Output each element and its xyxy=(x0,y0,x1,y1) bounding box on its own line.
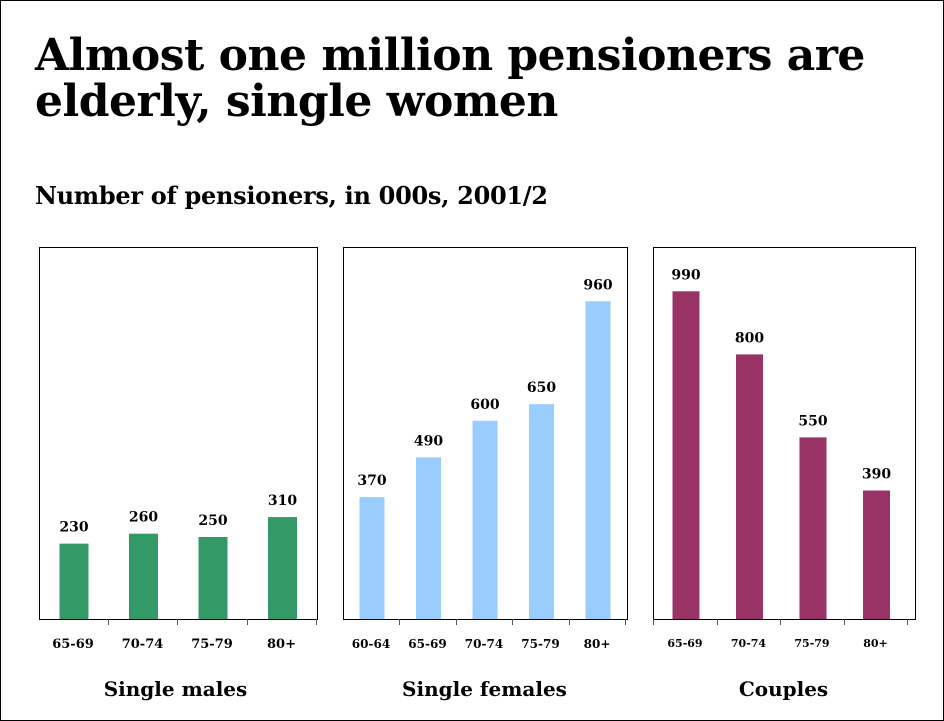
group-label-single-males: Single males xyxy=(103,677,248,701)
data-label-single-females-75-79: 650 xyxy=(527,380,556,396)
chart-svg-single-females: 370 490 600 650 960 xyxy=(357,277,613,620)
axis-tick xyxy=(653,619,655,625)
tick-label-single-females-75-79: 75-79 xyxy=(521,637,560,651)
bar-single-males-75-79 xyxy=(198,537,228,620)
bar-single-males-70-74 xyxy=(129,533,158,620)
slide-subtitle: Number of pensioners, in 000s, 2001/2 xyxy=(35,181,548,210)
axis-baseline-couples xyxy=(653,619,916,620)
tick-label-single-females-80+: 80+ xyxy=(583,637,611,651)
axis-tick xyxy=(568,619,570,625)
chart-panel-single-females: 370 490 600 650 960 xyxy=(343,247,628,620)
axis-tick xyxy=(455,619,457,625)
axis-tick xyxy=(399,619,401,625)
chart-svg-couples: 990 800 550 390 xyxy=(671,267,891,620)
tick-label-single-males-70-74: 70-74 xyxy=(121,637,164,652)
data-label-single-males-75-79: 250 xyxy=(198,513,227,529)
axis-tick xyxy=(716,619,718,625)
tick-label-single-males-65-69: 65-69 xyxy=(52,637,94,652)
bar-single-females-65-69 xyxy=(416,457,441,620)
bar-couples-75-79 xyxy=(799,437,827,620)
axis-tick xyxy=(512,619,514,625)
axis-tick xyxy=(843,619,845,625)
data-label-single-females-65-69: 490 xyxy=(414,433,443,449)
axis-baseline-single-males xyxy=(39,619,318,620)
axis-tick xyxy=(780,619,782,625)
axis-baseline-single-females xyxy=(343,619,628,620)
axis-tick xyxy=(316,619,318,625)
tick-label-single-females-70-74: 70-74 xyxy=(464,637,504,651)
data-label-single-females-60-64: 370 xyxy=(357,473,386,489)
tick-label-couples-65-69: 65-69 xyxy=(667,637,703,650)
data-label-couples-80+: 390 xyxy=(862,467,891,483)
bar-couples-65-69 xyxy=(672,291,700,620)
tick-label-single-males-80+: 80+ xyxy=(267,637,296,652)
chart-panel-single-males: 230 260 250 310 xyxy=(39,247,318,620)
bar-couples-80+ xyxy=(863,490,890,620)
data-label-single-females-80+: 960 xyxy=(583,277,612,293)
chart-svg-single-males: 230 260 250 310 xyxy=(59,493,297,620)
data-label-single-males-80+: 310 xyxy=(268,493,297,509)
tick-label-couples-70-74: 70-74 xyxy=(730,637,767,650)
data-label-single-females-70-74: 600 xyxy=(470,397,499,413)
tick-label-single-females-65-69: 65-69 xyxy=(408,637,447,651)
tick-label-single-females-60-64: 60-64 xyxy=(351,637,391,651)
data-label-single-males-70-74: 260 xyxy=(129,510,158,526)
axis-tick xyxy=(246,619,248,625)
data-label-couples-75-79: 550 xyxy=(798,413,827,429)
tick-label-single-males-75-79: 75-79 xyxy=(191,637,233,652)
chart-panel-couples: 990 800 550 390 xyxy=(653,247,916,620)
bar-couples-70-74 xyxy=(736,354,763,620)
axis-tick xyxy=(107,619,109,625)
tick-label-couples-80+: 80+ xyxy=(863,637,888,650)
data-label-single-males-65-69: 230 xyxy=(59,520,88,536)
tick-label-couples-75-79: 75-79 xyxy=(794,637,830,650)
bar-single-males-65-69 xyxy=(59,543,89,620)
group-label-single-females: Single females xyxy=(402,677,567,701)
bar-single-males-80+ xyxy=(268,517,297,620)
axis-tick xyxy=(177,619,179,625)
bar-single-females-70-74 xyxy=(472,420,498,620)
data-label-couples-65-69: 990 xyxy=(671,267,700,283)
axis-tick xyxy=(907,619,909,625)
bar-single-females-75-79 xyxy=(529,404,554,620)
data-label-couples-70-74: 800 xyxy=(735,330,764,346)
group-label-couples: Couples xyxy=(738,677,829,701)
slide-title: Almost one million pensioners are elderl… xyxy=(35,30,865,127)
axis-tick xyxy=(625,619,627,625)
bar-single-females-80+ xyxy=(585,301,611,620)
bar-single-females-60-64 xyxy=(359,497,385,620)
